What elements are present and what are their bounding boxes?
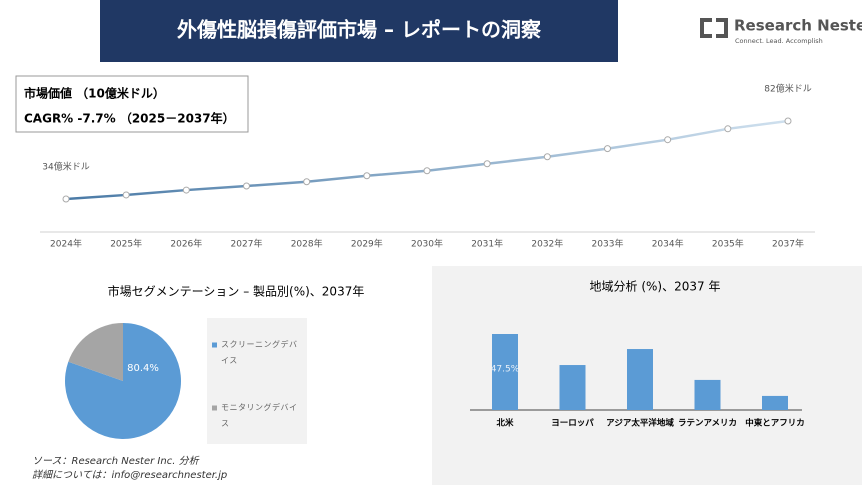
- x-tick-label: 2030年: [411, 238, 443, 250]
- x-tick-label: 2024年: [50, 238, 82, 250]
- legend-label: モニタリングデバイス: [221, 403, 298, 428]
- line: [65, 119, 789, 201]
- bar: [762, 395, 788, 410]
- x-tick-label: アジア太平洋地域: [606, 418, 674, 429]
- x-tick-label: 2032年: [531, 238, 563, 250]
- legend-swatch: [212, 342, 217, 348]
- chart-title: 地域分析 (%)、2037 年: [590, 280, 721, 294]
- bar: [559, 365, 586, 410]
- value-label: 47.5%: [491, 365, 520, 375]
- point: [543, 153, 551, 161]
- legend-box: [207, 318, 307, 444]
- market-value: 市場価値 （10億米ドル）: [24, 86, 165, 101]
- legend-label: スクリーニングデバイス: [221, 340, 298, 365]
- header-banner: [100, 0, 618, 62]
- x-tick-label: 2033年: [592, 238, 624, 250]
- x-tick-label: 2029年: [351, 238, 383, 250]
- point: [182, 186, 190, 194]
- point: [122, 191, 130, 199]
- value-label: 80.4%: [127, 363, 159, 374]
- point: [784, 117, 792, 125]
- pie-slice: [68, 323, 123, 381]
- point: [724, 125, 732, 133]
- chart-title: 市場セグメンテーション – 製品別(%)、2037年: [108, 284, 365, 299]
- point: [483, 160, 491, 168]
- point: [423, 167, 431, 175]
- bar: [694, 379, 721, 410]
- x-tick-label: 北米: [496, 418, 514, 429]
- point: [363, 172, 371, 180]
- contact: 詳細については：info@researchnester.jp: [32, 469, 227, 481]
- point: [62, 195, 70, 203]
- x-tick-label: 中東とアフリカ: [745, 418, 805, 429]
- page-title: 外傷性脳損傷評価市場 – レポートの洞察: [177, 18, 542, 42]
- point: [664, 136, 672, 144]
- logo-name: Research Nester: [734, 17, 862, 35]
- bar: [627, 349, 653, 410]
- x-tick-label: ラテンアメリカ: [678, 419, 737, 429]
- x-tick-label: 2028年: [291, 238, 323, 250]
- x-tick-label: 2037年: [772, 238, 804, 250]
- x-tick-label: 2034年: [652, 238, 684, 250]
- summary-box: [15, 75, 249, 133]
- x-tick-label: 2026年: [170, 238, 202, 250]
- logo-icon: [700, 18, 728, 38]
- x-tick-label: 2035年: [712, 238, 744, 250]
- x-tick-label: 2025年: [110, 238, 142, 250]
- value-label: 82億米ドル: [764, 83, 811, 95]
- legend-swatch: [212, 405, 217, 411]
- point: [303, 178, 311, 186]
- value-label: 34億米ドル: [42, 161, 89, 173]
- x-tick-label: 2027年: [231, 238, 263, 250]
- point: [604, 145, 611, 153]
- point: [243, 182, 250, 190]
- x-tick-label: ヨーロッパ: [551, 418, 594, 429]
- bar: [492, 334, 518, 410]
- cagr: CAGR% -7.7% （2025－2037年）: [24, 111, 235, 126]
- source: ソース：Research Nester Inc. 分析: [32, 455, 200, 467]
- x-tick-label: 2031年: [471, 238, 503, 250]
- logo-tagline: Connect. Lead. Accomplish: [735, 37, 823, 45]
